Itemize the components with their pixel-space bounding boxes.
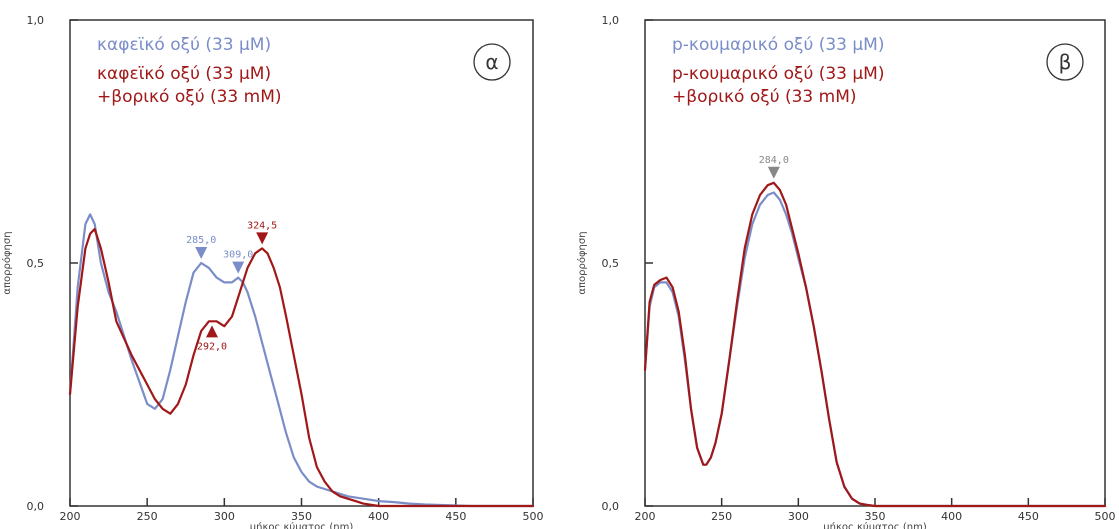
legend-entry: p-κουμαρικό οξύ (33 μΜ) [672,35,884,55]
chart-panel-2: 200 250 300 350 400 450 500 0,0 0,5 1,0 μήκος κύμα… [576,14,1116,529]
x-axis-label: μήκος κύματος (nm) [823,521,927,529]
x-tick-label: 400 [941,510,962,523]
peak-label: 285,0 [186,235,216,246]
y-tick-label: 0,0 [27,500,45,513]
peak-label: 292,0 [197,341,227,352]
legend-entry: καφεϊκό οξύ (33 μΜ) [97,35,271,55]
peak-marker [205,325,218,338]
x-tick-label: 450 [1018,510,1039,523]
peak-marker [232,261,245,274]
x-tick-label: 500 [1095,510,1116,523]
peak-label: 284,0 [759,155,789,166]
legend-entry: +βορικό οξύ (33 mM) [672,87,857,107]
x-tick-label: 300 [214,510,235,523]
peak-label: 309,0 [223,250,253,261]
x-tick-label: 250 [711,510,732,523]
x-tick-label: 350 [291,510,312,523]
y-tick-label: 1,0 [602,14,620,27]
legend-entry: +βορικό οξύ (33 mM) [97,87,282,107]
panel-badge-label: β [1059,50,1072,74]
y-tick-label: 0,0 [602,500,620,513]
x-tick-label: 250 [137,510,158,523]
panel-badge-circle [473,43,511,81]
peak-marker [767,166,780,179]
panel-badge-label: α [485,50,498,74]
y-axis-label: απορρόφηση [576,231,588,294]
panel-badge-circle [1046,43,1084,81]
x-tick-label: 200 [60,510,81,523]
y-tick-label: 0,5 [27,257,45,270]
x-axis-label: μήκος κύματος (nm) [250,521,354,529]
chart-panel-1: 200 250 300 350 400 450 500 0,0 0,5 1,0 μήκος κύμα… [1,14,544,529]
series-line-1 [68,213,535,508]
series-line-2 [643,181,1107,508]
y-tick-label: 1,0 [27,14,45,27]
series-line-2 [68,227,535,508]
x-tick-label: 500 [523,510,544,523]
legend-entry: καφεϊκό οξύ (33 μΜ) [97,64,271,84]
legend-entry: p-κουμαρικό οξύ (33 μΜ) [672,64,884,84]
x-tick-label: 400 [368,510,389,523]
x-tick-label: 200 [635,510,656,523]
peak-marker [195,247,208,259]
peak-marker [256,232,269,245]
x-tick-label: 350 [865,510,886,523]
y-axis-label: απορρόφηση [1,231,13,294]
y-tick-label: 0,5 [602,257,620,270]
peak-label: 324,5 [247,220,277,231]
series-line-1 [643,191,1107,508]
x-tick-label: 450 [445,510,466,523]
x-tick-label: 300 [788,510,809,523]
